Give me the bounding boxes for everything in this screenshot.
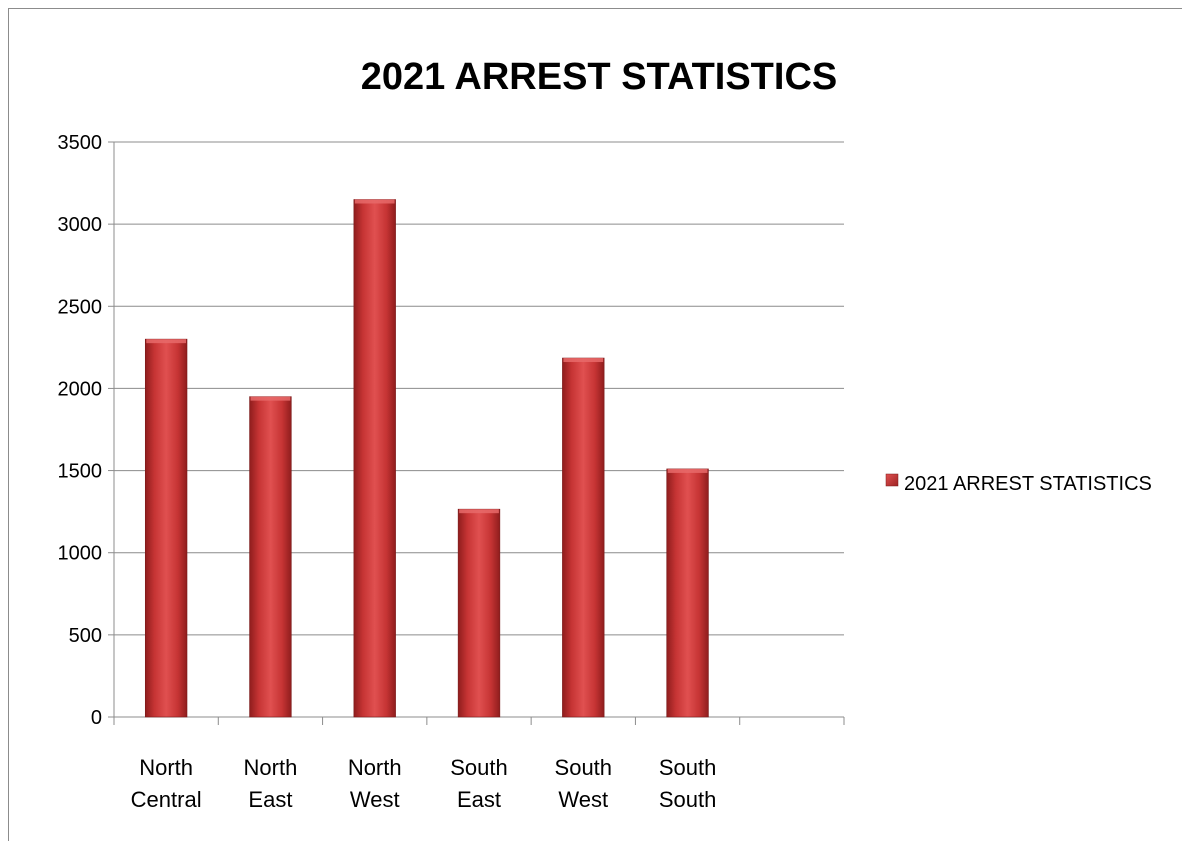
bar-top-highlight [667, 468, 708, 473]
chart-title: 2021 ARREST STATISTICS [361, 56, 838, 98]
y-tick-label: 2500 [58, 296, 103, 318]
x-category-label-line: West [350, 787, 400, 812]
bar-top-highlight [250, 396, 291, 401]
y-tick-label: 0 [91, 707, 102, 729]
bar [666, 468, 709, 718]
bar-top-highlight [459, 509, 499, 514]
bar-top-highlight [563, 358, 604, 363]
x-category-label-line: North [244, 755, 298, 780]
x-category-label-line: North [348, 755, 402, 780]
bar [562, 357, 605, 718]
bar [144, 338, 188, 718]
bar [457, 508, 501, 718]
x-category-label: South East [450, 755, 508, 812]
y-tick-label: 2000 [58, 378, 103, 400]
x-category-label: South South [659, 755, 717, 812]
bar-top-highlight [146, 339, 186, 344]
x-category-label: North West [348, 755, 402, 812]
x-category-label-line: East [248, 787, 292, 812]
y-tick-label: 1000 [58, 543, 103, 565]
x-category-label-line: South [555, 755, 613, 780]
y-tick-label: 500 [69, 625, 102, 647]
x-category-label-line: East [457, 787, 501, 812]
y-tick-label: 3000 [58, 214, 103, 236]
legend-swatch [885, 473, 899, 487]
x-category-label-line: North [139, 755, 193, 780]
legend: 2021 ARREST STATISTICS [885, 473, 1152, 495]
x-category-label-line: South [659, 787, 717, 812]
y-axis-tick-labels: 0 500 1000 1500 2000 2500 3000 3500 [58, 132, 103, 729]
x-category-label: North East [244, 755, 298, 812]
x-category-label: North Central [131, 755, 202, 812]
x-category-label-line: West [558, 787, 608, 812]
bar-chart: 2021 ARREST STATISTICS 0 500 1000 1500 2000 2… [58, 56, 1152, 812]
x-category-label-line: South [659, 755, 717, 780]
y-tick-label: 1500 [58, 461, 103, 483]
bars [144, 199, 709, 718]
bar [353, 199, 396, 718]
bar [249, 396, 292, 718]
gridlines [114, 141, 844, 636]
y-tick-label: 3500 [58, 132, 103, 154]
bar-top-highlight [354, 199, 395, 204]
chart-frame: 2021 ARREST STATISTICS 0 500 1000 1500 2000 2… [8, 8, 1182, 841]
x-category-label-line: South [450, 755, 508, 780]
x-category-label-line: Central [131, 787, 202, 812]
legend-label: 2021 ARREST STATISTICS [904, 473, 1152, 495]
x-category-label: South West [555, 755, 613, 812]
